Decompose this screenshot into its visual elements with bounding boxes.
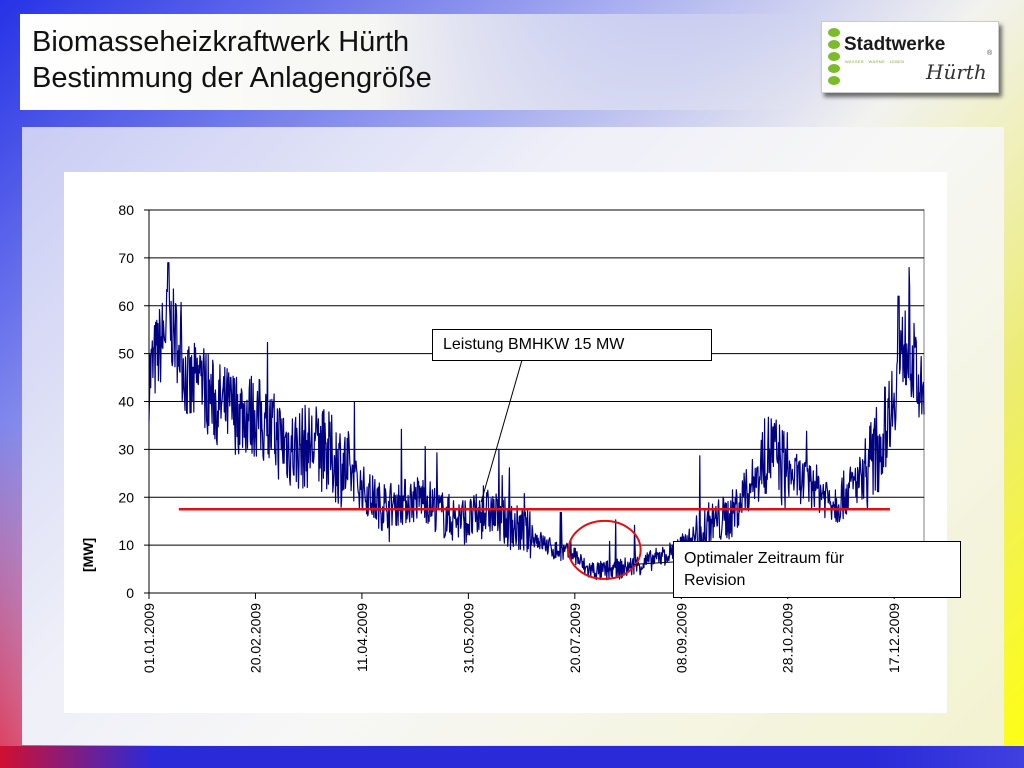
- slide-title-line-2: Bestimmung der Anlagengröße: [32, 62, 432, 94]
- y-tick-label: 60: [118, 298, 134, 314]
- y-tick-label: 80: [118, 202, 134, 218]
- y-tick-label: 70: [118, 250, 134, 266]
- y-tick-label: 0: [126, 585, 134, 601]
- x-tick-label: 31.05.2009: [460, 603, 476, 673]
- y-tick-label: 50: [118, 346, 134, 362]
- annotation-revision: Optimaler Zeitraum für Revision: [673, 541, 961, 598]
- logo-brand-text: Stadtwerke: [844, 34, 946, 55]
- stadtwerke-logo: Stadtwerke WASSER · WÄRME · LEBEN Hürth …: [821, 21, 999, 93]
- header-band: [20, 14, 810, 110]
- x-tick-label: 01.01.2009: [141, 603, 157, 673]
- logo-tagline: WASSER · WÄRME · LEBEN: [845, 59, 905, 64]
- annotation-bmhkw: Leistung BMHKW 15 MW: [432, 329, 712, 361]
- x-tick-label: 28.10.2009: [780, 603, 796, 673]
- chart-svg: 0 10 20 30 40 50 60 70 80 01.01.2009 20.02.2009 11.…: [118, 202, 925, 673]
- y-tick-label: 20: [118, 489, 134, 505]
- x-tick-label: 17.12.2009: [886, 603, 902, 673]
- logo-registered-mark: ®: [987, 50, 993, 57]
- stadtwerke-logo-icon: [828, 28, 840, 88]
- x-tick-label: 11.04.2009: [354, 603, 370, 672]
- slide-bottom-band: [0, 746, 1024, 768]
- annotation-bmhkw-text: Leistung BMHKW 15 MW: [443, 336, 625, 353]
- y-axis-label: [MW]: [80, 537, 96, 572]
- y-tick-label: 40: [118, 394, 134, 410]
- chart-area: 0 10 20 30 40 50 60 70 80 01.01.2009 20.02.2009 11.…: [64, 172, 961, 713]
- x-tick-label: 08.09.2009: [673, 603, 689, 673]
- x-tick-label: 20.02.2009: [247, 603, 263, 673]
- y-tick-label: 10: [118, 537, 134, 553]
- series-line: [148, 262, 925, 581]
- x-tick-label: 20.07.2009: [567, 603, 583, 673]
- y-tick-label: 30: [118, 441, 134, 457]
- annotation-bmhkw-arrow: [480, 359, 523, 503]
- slide-title-line-1: Biomasseheizkraftwerk Hürth: [32, 26, 410, 58]
- annotation-revision-arrow: [634, 561, 674, 565]
- annotation-revision-line-2: Revision: [684, 572, 746, 589]
- highlight-ellipse: [567, 519, 642, 580]
- annotation-revision-line-1: Optimaler Zeitraum für: [684, 550, 845, 567]
- slide-title: Biomasseheizkraftwerk Hürth Bestimmung d…: [32, 24, 432, 96]
- logo-city-text: Hürth: [926, 60, 987, 84]
